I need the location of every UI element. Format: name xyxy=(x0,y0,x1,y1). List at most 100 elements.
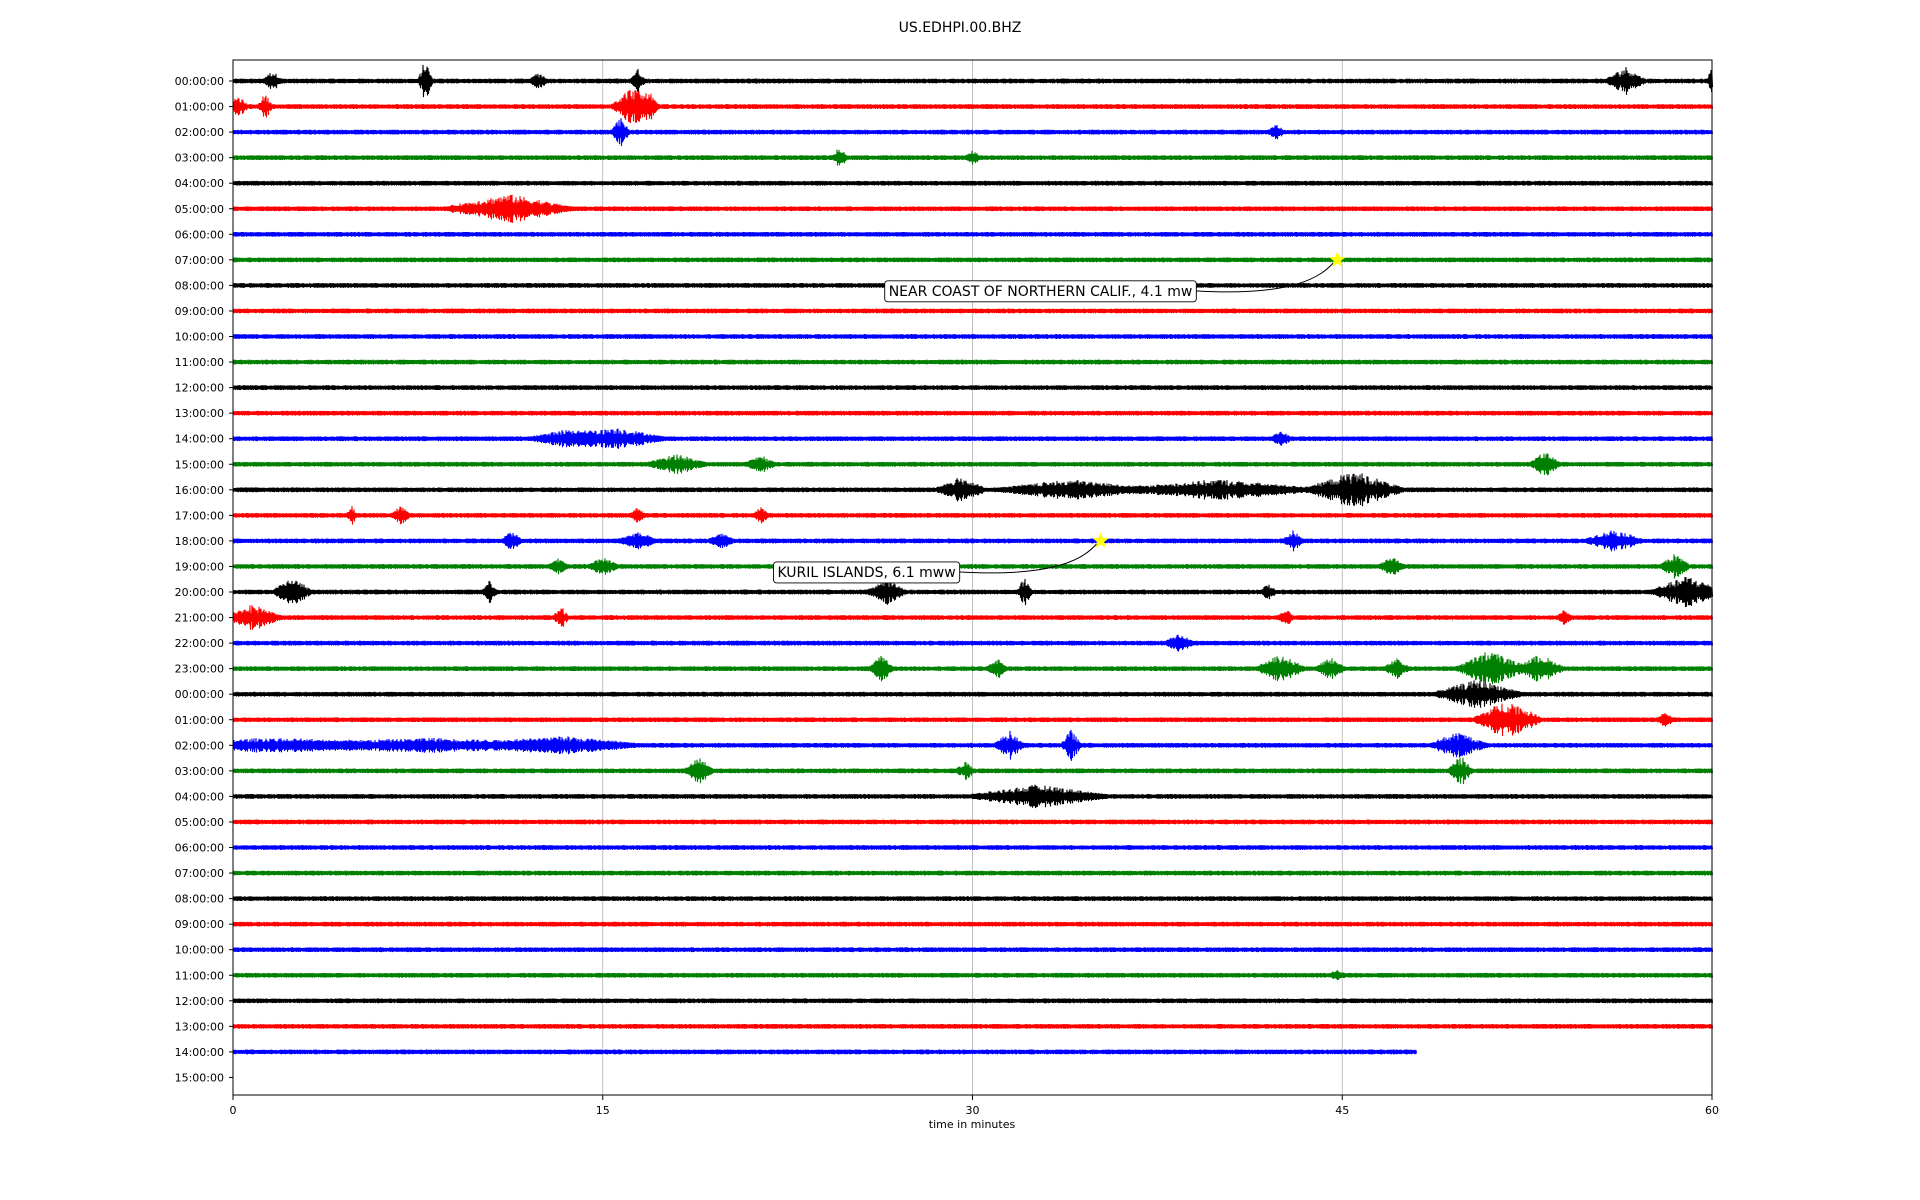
chart-title: US.EDHPI.00.BHZ xyxy=(898,20,1022,36)
row-label-31: 07:00:00 xyxy=(175,867,224,880)
row-label-36: 12:00:00 xyxy=(175,995,224,1008)
row-label-19: 19:00:00 xyxy=(175,560,224,573)
grid-lines xyxy=(602,60,1343,1095)
event-1: KURIL ISLANDS, 6.1 mww xyxy=(773,532,1109,584)
event-connector-1 xyxy=(958,543,1098,574)
row-label-24: 00:00:00 xyxy=(175,688,224,701)
row-label-35: 11:00:00 xyxy=(175,969,224,982)
row-label-34: 10:00:00 xyxy=(175,944,224,957)
x-axis-label: time in minutes xyxy=(929,1118,1016,1131)
row-label-1: 01:00:00 xyxy=(175,101,224,114)
row-label-23: 23:00:00 xyxy=(175,663,224,676)
trace-row-5 xyxy=(232,194,1714,223)
x-tick-label-1: 15 xyxy=(596,1104,610,1117)
x-tick-label-3: 45 xyxy=(1335,1104,1349,1117)
row-label-13: 13:00:00 xyxy=(175,407,224,420)
trace-row-12 xyxy=(232,385,1714,391)
trace-row-16 xyxy=(232,473,1714,507)
trace-row-30 xyxy=(232,845,1714,850)
trace-row-29 xyxy=(232,819,1714,825)
row-label-38: 14:00:00 xyxy=(175,1046,224,1059)
trace-row-9 xyxy=(232,308,1714,314)
event-label-1: KURIL ISLANDS, 6.1 mww xyxy=(778,565,956,581)
row-label-4: 04:00:00 xyxy=(175,177,224,190)
trace-row-34 xyxy=(232,947,1714,953)
event-0: NEAR COAST OF NORTHERN CALIF., 4.1 mw xyxy=(884,251,1346,303)
event-label-0: NEAR COAST OF NORTHERN CALIF., 4.1 mw xyxy=(889,284,1193,300)
row-label-32: 08:00:00 xyxy=(175,893,224,906)
trace-row-33 xyxy=(232,921,1714,927)
event-annotations: NEAR COAST OF NORTHERN CALIF., 4.1 mw KUR… xyxy=(773,251,1346,584)
trace-row-18 xyxy=(232,530,1714,552)
row-label-12: 12:00:00 xyxy=(175,382,224,395)
row-label-21: 21:00:00 xyxy=(175,612,224,625)
trace-row-37 xyxy=(232,1023,1714,1029)
event-connector-0 xyxy=(1195,262,1334,293)
x-axis: 0 15 30 45 60 xyxy=(230,1095,1719,1117)
row-label-33: 09:00:00 xyxy=(175,918,224,931)
x-tick-label-0: 0 xyxy=(230,1104,237,1117)
x-tick-label-4: 60 xyxy=(1705,1104,1719,1117)
trace-row-35 xyxy=(232,970,1714,981)
trace-row-24 xyxy=(232,680,1714,708)
row-label-29: 05:00:00 xyxy=(175,816,224,829)
row-label-15: 15:00:00 xyxy=(175,458,224,471)
trace-row-20 xyxy=(232,576,1714,608)
trace-row-2 xyxy=(232,118,1714,147)
row-label-22: 22:00:00 xyxy=(175,637,224,650)
trace-row-13 xyxy=(232,410,1714,416)
row-label-37: 13:00:00 xyxy=(175,1020,224,1033)
row-label-17: 17:00:00 xyxy=(175,509,224,522)
row-label-11: 11:00:00 xyxy=(175,356,224,369)
trace-row-3 xyxy=(232,149,1714,166)
trace-row-38 xyxy=(232,1049,1418,1055)
row-label-39: 15:00:00 xyxy=(175,1071,224,1084)
row-label-27: 03:00:00 xyxy=(175,765,224,778)
x-tick-label-2: 30 xyxy=(966,1104,980,1117)
event-label-box-0 xyxy=(884,280,1197,303)
row-label-2: 02:00:00 xyxy=(175,126,224,139)
trace-row-11 xyxy=(232,359,1714,365)
row-label-0: 00:00:00 xyxy=(175,75,224,88)
trace-row-0 xyxy=(232,64,1714,98)
trace-row-21 xyxy=(232,605,1714,630)
trace-row-7 xyxy=(232,257,1714,263)
trace-row-26 xyxy=(232,729,1714,761)
trace-row-14 xyxy=(232,428,1714,449)
row-label-28: 04:00:00 xyxy=(175,790,224,803)
row-label-5: 05:00:00 xyxy=(175,203,224,216)
trace-row-32 xyxy=(232,896,1714,902)
row-label-8: 08:00:00 xyxy=(175,279,224,292)
row-label-14: 14:00:00 xyxy=(175,433,224,446)
trace-row-27 xyxy=(232,757,1714,785)
trace-layer xyxy=(232,64,1714,1055)
row-labels: 00:00:00 01:00:00 02:00:00 03:00:00 04:00:00… xyxy=(175,75,233,1084)
trace-row-17 xyxy=(232,506,1714,525)
trace-row-15 xyxy=(232,453,1714,476)
row-label-25: 01:00:00 xyxy=(175,714,224,727)
trace-row-36 xyxy=(232,998,1714,1004)
row-label-9: 09:00:00 xyxy=(175,305,224,318)
row-label-26: 02:00:00 xyxy=(175,739,224,752)
row-label-7: 07:00:00 xyxy=(175,254,224,267)
row-label-20: 20:00:00 xyxy=(175,586,224,599)
row-label-10: 10:00:00 xyxy=(175,331,224,344)
trace-row-25 xyxy=(232,703,1714,737)
trace-row-10 xyxy=(232,334,1714,339)
trace-row-28 xyxy=(232,784,1714,809)
trace-row-6 xyxy=(232,231,1714,237)
row-label-16: 16:00:00 xyxy=(175,484,224,497)
trace-row-4 xyxy=(232,180,1714,186)
trace-row-23 xyxy=(232,652,1714,685)
row-label-30: 06:00:00 xyxy=(175,842,224,855)
trace-row-1 xyxy=(232,89,1714,124)
trace-row-22 xyxy=(232,634,1714,652)
trace-row-19 xyxy=(232,554,1714,579)
trace-row-31 xyxy=(232,870,1714,876)
event-star-icon-0 xyxy=(1329,251,1346,267)
row-label-6: 06:00:00 xyxy=(175,228,224,241)
event-star-icon-1 xyxy=(1092,532,1109,548)
event-label-box-1 xyxy=(773,561,961,584)
row-label-3: 03:00:00 xyxy=(175,152,224,165)
